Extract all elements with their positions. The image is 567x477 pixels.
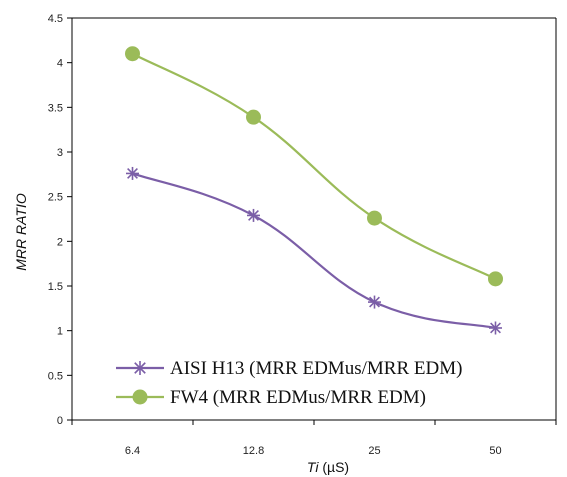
y-axis: 0 0.5 1 1.5 2 2.5 3 3.5 4 4.5 xyxy=(48,13,73,427)
y-tick-label: 4.5 xyxy=(48,13,63,25)
y-tick-label: 3 xyxy=(57,147,63,159)
data-point xyxy=(367,210,382,226)
y-tick-label: 0.5 xyxy=(48,370,63,382)
legend-marker-stroke xyxy=(134,362,146,374)
y-tick-label: 2 xyxy=(57,236,63,248)
x-tick-label: 25 xyxy=(368,445,380,457)
data-point xyxy=(246,109,261,125)
x-tick-label: 12.8 xyxy=(243,445,264,457)
series-2 xyxy=(125,46,503,287)
data-point xyxy=(125,46,140,62)
x-tick-label: 50 xyxy=(489,445,501,457)
legend: AISI H13 (MRR EDMus/MRR EDM) FW4 (MRR EDM… xyxy=(116,358,462,408)
data-point-stroke xyxy=(490,322,501,334)
data-point xyxy=(489,321,502,335)
series-layer xyxy=(125,46,503,335)
x-axis: 6.4 12.8 25 50 xyxy=(71,419,557,457)
legend-item: AISI H13 (MRR EDMus/MRR EDM) xyxy=(116,358,462,379)
y-tick-label: 3.5 xyxy=(48,102,63,114)
y-axis-title: MRR RATIO xyxy=(13,193,29,271)
x-axis-title: Ti (µS) xyxy=(307,459,349,475)
legend-label: FW4 (MRR EDMus/MRR EDM) xyxy=(170,387,426,408)
data-point-stroke xyxy=(248,209,259,221)
data-point xyxy=(247,208,260,222)
data-point xyxy=(488,271,503,287)
legend-marker xyxy=(132,389,148,405)
data-point-stroke xyxy=(127,167,138,179)
y-tick-label: 4 xyxy=(57,58,63,70)
legend-label: AISI H13 (MRR EDMus/MRR EDM) xyxy=(170,358,462,379)
y-tick-label: 1 xyxy=(57,326,63,338)
series-line xyxy=(131,52,496,280)
series-1 xyxy=(126,166,502,335)
data-point xyxy=(126,166,139,180)
plot-area xyxy=(72,17,557,420)
data-point xyxy=(368,295,381,309)
x-axis-title-unit: (µS) xyxy=(318,459,349,475)
y-tick-label: 2.5 xyxy=(48,192,63,204)
y-tick-label: 0 xyxy=(57,415,63,427)
data-point-stroke xyxy=(369,296,380,308)
y-tick-label: 1.5 xyxy=(48,281,63,293)
series-line xyxy=(132,172,496,330)
x-axis-title-variable: Ti xyxy=(307,459,319,475)
legend-item: FW4 (MRR EDMus/MRR EDM) xyxy=(116,387,426,408)
x-tick-label: 6.4 xyxy=(125,445,140,457)
legend-marker xyxy=(133,361,147,375)
